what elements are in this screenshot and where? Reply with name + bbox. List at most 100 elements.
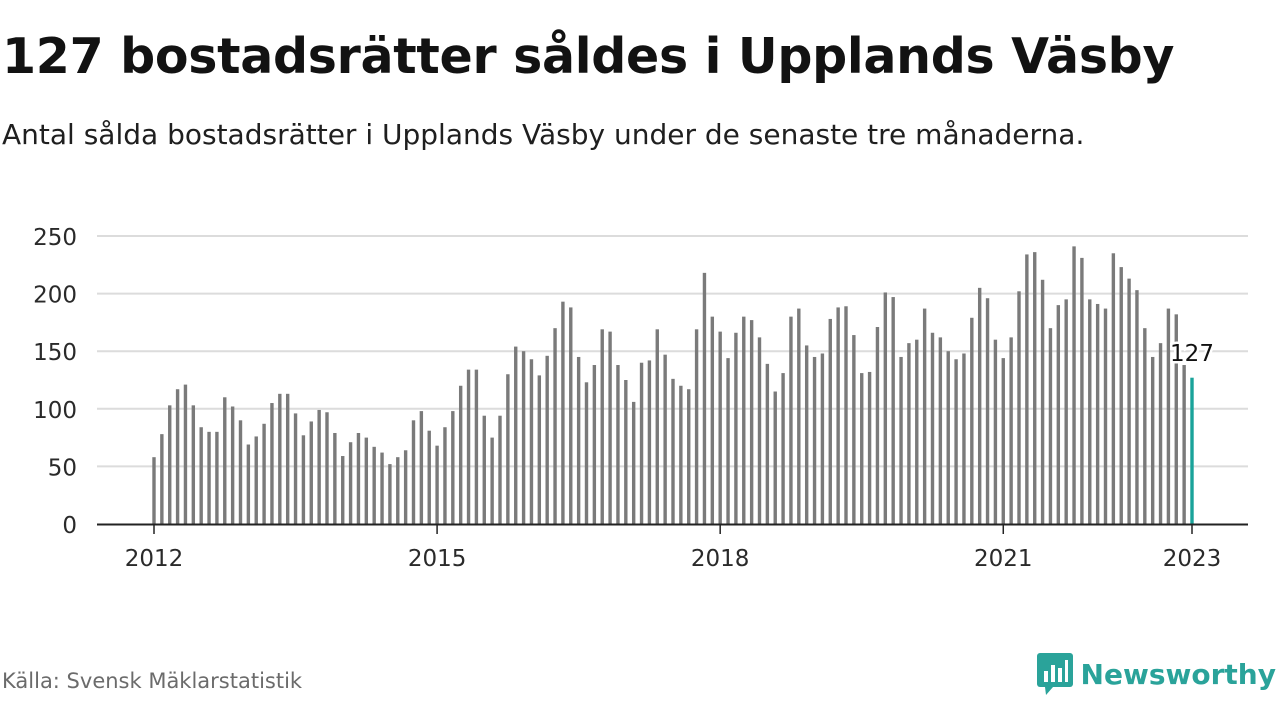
bar [514, 346, 518, 524]
bar [529, 359, 534, 524]
bar [1103, 308, 1108, 524]
bar [246, 444, 251, 524]
x-tick-label: 2012 [125, 546, 184, 572]
bar [631, 401, 636, 524]
bar [1001, 358, 1005, 524]
bar [199, 427, 203, 524]
bar [183, 384, 188, 524]
bar [576, 356, 581, 524]
x-tick-label: 2021 [974, 546, 1033, 572]
bar [278, 393, 282, 524]
bar [639, 362, 644, 524]
bar [380, 452, 384, 524]
bar [490, 437, 494, 524]
bar [1040, 279, 1045, 524]
bar [718, 331, 722, 524]
bar [1088, 299, 1092, 524]
bar [466, 369, 471, 524]
bar [262, 423, 266, 524]
bar [734, 332, 738, 524]
chart-subtitle: Antal sålda bostadsrätter i Upplands Väs… [2, 118, 1085, 151]
bar [687, 389, 691, 524]
bar [254, 436, 258, 524]
bar [985, 298, 990, 524]
bar [168, 405, 172, 524]
bar [907, 343, 911, 524]
bar [482, 415, 486, 524]
brand-logo[interactable]: Newsworthy [1036, 652, 1276, 696]
bar [584, 382, 589, 524]
bar [474, 369, 479, 524]
bar [411, 420, 416, 524]
bar [215, 431, 219, 524]
bar [655, 329, 659, 524]
bar [922, 308, 927, 524]
bar [1072, 246, 1076, 524]
bar [1009, 337, 1013, 524]
bar [419, 411, 424, 524]
bar [569, 307, 573, 524]
bar [883, 292, 888, 524]
bar [1048, 328, 1053, 524]
bar [742, 316, 746, 524]
bar [1158, 343, 1163, 524]
brand-name: Newsworthy [1080, 657, 1276, 691]
source-note: Källa: Svensk Mäklarstatistik [2, 669, 303, 693]
bar-latest [1190, 377, 1194, 524]
bar [427, 430, 431, 524]
y-tick-label: 150 [33, 340, 77, 366]
bar [207, 431, 211, 524]
newsworthy-logo-icon [1036, 653, 1073, 695]
bar [624, 380, 628, 524]
bar [1033, 252, 1037, 524]
bar [1017, 291, 1021, 524]
bar [160, 434, 164, 524]
bar [749, 320, 754, 524]
bar [506, 374, 510, 524]
bar [1025, 254, 1029, 524]
bar [993, 339, 998, 524]
bar [1174, 314, 1178, 524]
bar [372, 446, 376, 524]
bar [1095, 303, 1100, 524]
bar [309, 421, 313, 524]
bar [663, 354, 667, 524]
y-tick-label: 200 [33, 283, 77, 309]
x-axis-labels: 2012 2015 2018 2021 2023 [125, 546, 1222, 572]
y-axis-labels: 0 50 100 150 200 250 [33, 225, 77, 539]
bar [443, 427, 447, 524]
bar [191, 405, 196, 524]
bar [930, 332, 935, 524]
bar [820, 353, 825, 524]
bar [970, 317, 974, 524]
bar [899, 356, 903, 524]
y-tick-label: 100 [33, 398, 77, 424]
bar [238, 420, 243, 524]
bar [726, 358, 730, 524]
bar [403, 450, 408, 524]
x-axis-ticks [153, 524, 1193, 534]
bar [1150, 356, 1155, 524]
latest-value-label: 127 [1170, 341, 1214, 367]
bar [388, 464, 392, 524]
bar [608, 331, 612, 524]
bar [860, 373, 864, 524]
bar [844, 306, 848, 524]
bar [458, 385, 463, 524]
bar [341, 456, 345, 524]
bar [498, 415, 502, 524]
bar [1119, 267, 1123, 524]
bar [891, 297, 895, 524]
x-tick-label: 2015 [408, 546, 467, 572]
bar [293, 413, 298, 524]
bar [230, 406, 235, 524]
bar [938, 337, 943, 524]
bar [828, 318, 832, 524]
bar [152, 457, 156, 524]
bar [616, 365, 620, 524]
bar [852, 335, 856, 524]
bar [1111, 253, 1116, 524]
bar [773, 391, 777, 524]
bar [647, 360, 652, 524]
bar [301, 435, 306, 524]
